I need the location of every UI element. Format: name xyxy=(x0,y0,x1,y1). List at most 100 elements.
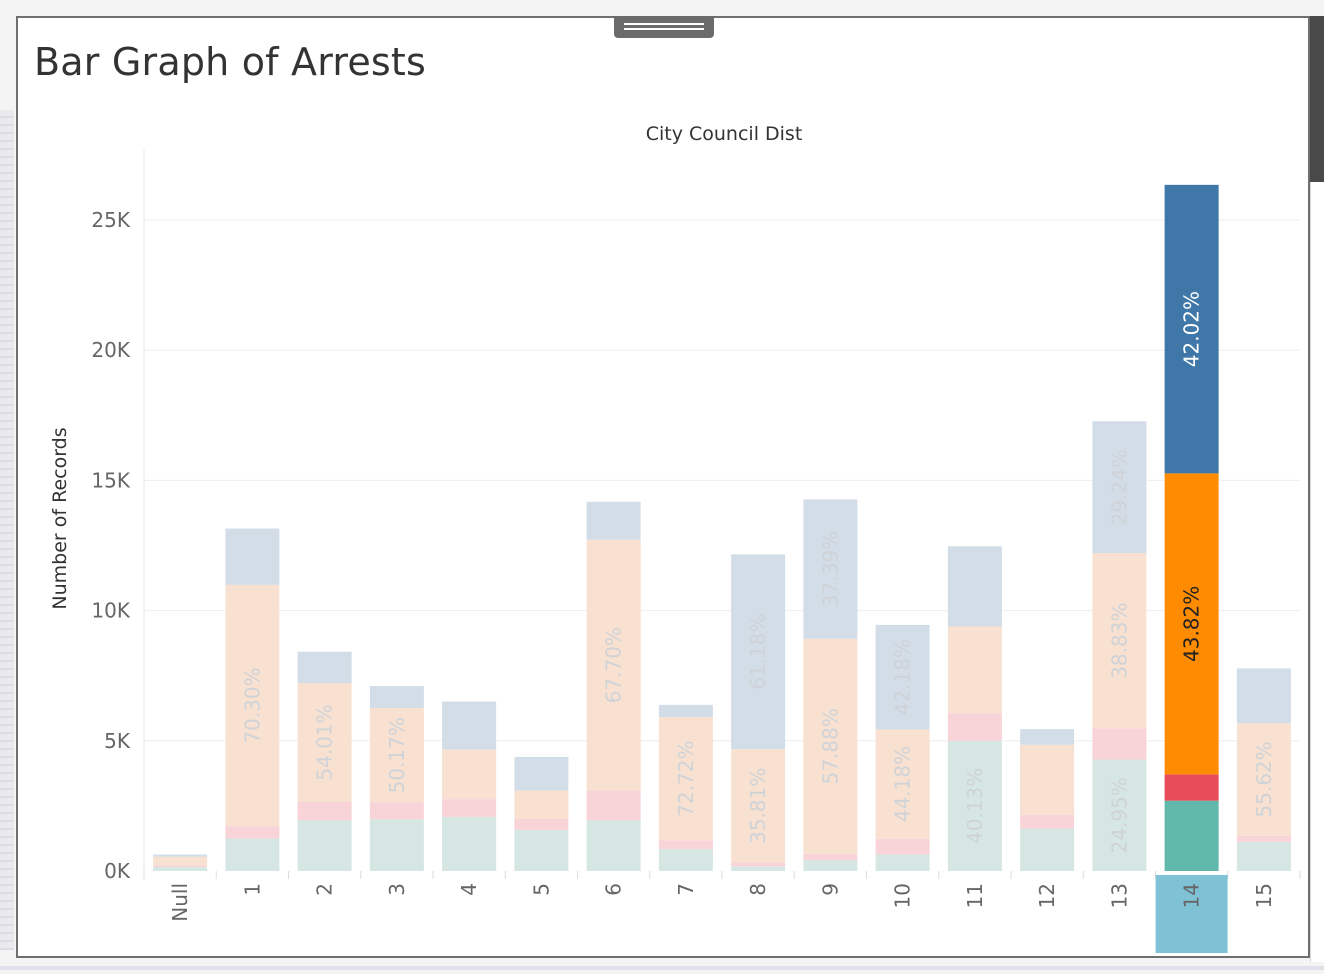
category-label: 7 xyxy=(674,883,698,896)
category-label: 5 xyxy=(529,883,553,896)
bar-segment xyxy=(947,546,1002,627)
bottom-edge-line xyxy=(0,966,1324,970)
bar-segment xyxy=(658,704,713,718)
data-label: 55.62% xyxy=(1252,741,1276,817)
bar-segment xyxy=(1164,184,1219,474)
left-edge-strip xyxy=(0,110,14,950)
bar-segment xyxy=(586,539,641,791)
category-label: Null xyxy=(168,883,192,922)
data-label: 61.18% xyxy=(746,614,770,690)
x-axis-title: City Council Dist xyxy=(646,123,803,145)
data-label: 38.83% xyxy=(1107,603,1131,679)
bar-segment xyxy=(1092,421,1147,554)
category-label: 15 xyxy=(1252,883,1276,908)
bar-segment xyxy=(369,686,424,708)
bar-segment xyxy=(731,749,786,863)
data-label: 57.88% xyxy=(818,708,842,784)
category-label: 14 xyxy=(1180,883,1204,908)
bar-segment xyxy=(442,749,497,800)
bar-segment xyxy=(731,554,786,750)
bar-segment xyxy=(153,867,208,871)
data-label: 70.30% xyxy=(240,667,264,743)
bar-segment xyxy=(1092,728,1147,760)
bar-segment xyxy=(369,707,424,803)
bar-segment xyxy=(225,584,280,827)
bar-segment xyxy=(586,501,641,540)
bar-segment xyxy=(1236,841,1291,871)
bar-segment xyxy=(947,740,1002,871)
bar-segment xyxy=(731,866,786,871)
drag-handle-grip-line xyxy=(624,23,704,25)
category-label: 2 xyxy=(313,883,337,896)
bar-segment xyxy=(586,820,641,871)
bar-segment xyxy=(1236,723,1291,836)
bar-segment xyxy=(803,499,858,639)
y-tick-label: 5K xyxy=(104,729,131,753)
bar-segment xyxy=(225,826,280,839)
category-label: 9 xyxy=(818,883,842,896)
bar-segment xyxy=(1020,729,1075,745)
data-label: 35.81% xyxy=(746,768,770,844)
bar-segment xyxy=(658,840,713,849)
bar-segment xyxy=(297,801,352,821)
bar-segment xyxy=(514,756,569,791)
data-label: 29.24% xyxy=(1107,449,1131,525)
bar-segment xyxy=(1092,553,1147,729)
bar-segment xyxy=(225,838,280,871)
category-label: 11 xyxy=(963,883,987,908)
bar-segment xyxy=(442,816,497,871)
right-panel-edge xyxy=(1310,182,1324,962)
y-axis-title: Number of Records xyxy=(49,427,71,609)
selected-category-highlight xyxy=(1155,875,1228,953)
category-label: 6 xyxy=(602,883,626,896)
category-label: 12 xyxy=(1035,883,1059,908)
y-tick-label: 10K xyxy=(91,599,130,623)
bar-segment xyxy=(225,528,280,585)
bar-segment xyxy=(875,838,930,855)
bar-segment xyxy=(442,799,497,817)
bar-segment xyxy=(297,820,352,871)
data-label: 42.18% xyxy=(891,639,915,715)
category-label: 4 xyxy=(457,883,481,896)
bar-segment xyxy=(369,819,424,871)
category-label: 8 xyxy=(746,883,770,896)
y-tick-label: 25K xyxy=(91,208,130,232)
chart-title: Bar Graph of Arrests xyxy=(34,40,427,84)
data-label: 44.18% xyxy=(891,746,915,822)
bar-segment xyxy=(875,729,930,839)
bar-segment xyxy=(514,818,569,830)
y-tick-label: 15K xyxy=(91,468,130,492)
bar-segment xyxy=(1164,473,1219,775)
bar-segment xyxy=(1164,774,1219,801)
y-tick-label: 0K xyxy=(104,859,131,883)
drag-handle[interactable] xyxy=(614,16,714,38)
bar-segment xyxy=(297,682,352,802)
data-label: 40.13% xyxy=(963,768,987,844)
category-label: 10 xyxy=(891,883,915,908)
bar-segment xyxy=(514,829,569,871)
bar-segment xyxy=(803,860,858,871)
bar-segment xyxy=(803,853,858,861)
bar-segment xyxy=(514,790,569,819)
bar-segment xyxy=(1020,744,1075,815)
bar-segment xyxy=(1164,800,1219,871)
bar-segment xyxy=(1236,668,1291,724)
category-label: 1 xyxy=(240,883,264,896)
category-label: 13 xyxy=(1107,883,1131,908)
data-label: 67.70% xyxy=(602,627,626,703)
bar-segment xyxy=(153,856,208,866)
bar-segment xyxy=(803,638,858,854)
drag-handle-grip-line xyxy=(624,28,704,30)
bar-segment xyxy=(153,854,208,857)
bar-segment xyxy=(153,865,208,868)
right-toolbar-edge[interactable] xyxy=(1310,16,1324,182)
y-tick-label: 20K xyxy=(91,338,130,362)
bar-segment xyxy=(731,862,786,867)
bar-segment xyxy=(875,854,930,871)
category-label: 3 xyxy=(385,883,409,896)
bar-segment xyxy=(586,790,641,821)
bar-segment xyxy=(1020,828,1075,871)
data-label: 42.02% xyxy=(1180,291,1204,367)
data-label: 72.72% xyxy=(674,741,698,817)
